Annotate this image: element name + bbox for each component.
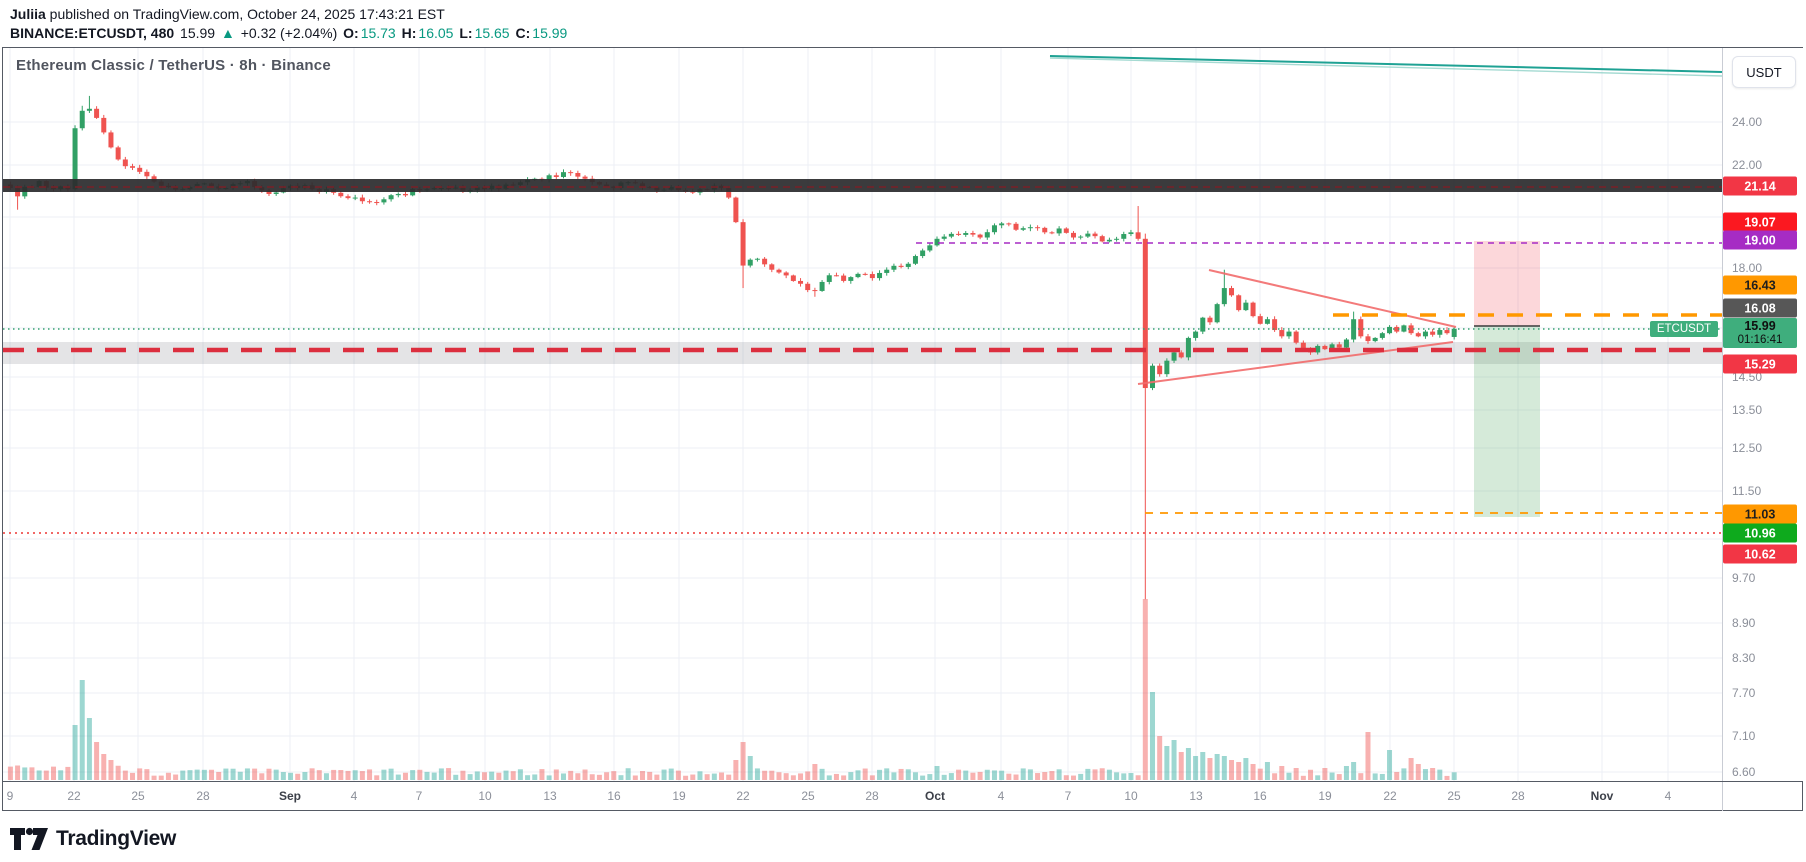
price-tick-label: 14.50 xyxy=(1732,370,1763,384)
time-tick-label: 4 xyxy=(997,789,1005,803)
low-label: L: xyxy=(459,25,473,41)
symbol-info-line: BINANCE:ETCUSDT, 480 15.99 ▲ +0.32 (+2.0… xyxy=(10,25,569,41)
time-tick-label: 25 xyxy=(1447,789,1461,803)
time-tick-label: 7 xyxy=(415,789,423,803)
tradingview-mark-icon xyxy=(10,827,48,850)
price-tick-label: 7.10 xyxy=(1732,729,1756,743)
open-value: 15.73 xyxy=(360,25,396,41)
price-tick-label: 12.50 xyxy=(1732,441,1763,455)
price-tick-label: 6.60 xyxy=(1732,765,1756,779)
chart-title: Ethereum Classic / TetherUS · 8h · Binan… xyxy=(16,57,331,74)
series-label-pill: ETCUSDT xyxy=(1650,321,1718,337)
price-level-badge: 16.08 xyxy=(1723,298,1797,318)
time-tick-label: 28 xyxy=(196,789,210,803)
time-tick-label: 9 xyxy=(6,789,14,803)
volume-bars xyxy=(7,599,1457,780)
price-tick-label: 13.50 xyxy=(1732,403,1763,417)
price-level-badge: 19.00 xyxy=(1723,230,1797,250)
price-level-badge: 10.96 xyxy=(1723,523,1797,543)
level-lines xyxy=(3,242,1722,534)
time-tick-label: 13 xyxy=(543,789,557,803)
price-tick-label: 7.70 xyxy=(1732,686,1756,700)
price-level-badge: 16.43 xyxy=(1723,275,1797,295)
chart-background xyxy=(3,48,1722,781)
publish-info-line: Juliia published on TradingView.com, Oct… xyxy=(10,6,445,22)
price-scale-separator xyxy=(1722,48,1723,811)
high-value: 16.05 xyxy=(418,25,454,41)
time-tick-label: 10 xyxy=(478,789,492,803)
short-position-tool xyxy=(1474,241,1540,517)
time-tick-month-label: Oct xyxy=(924,789,946,803)
descending-trendline xyxy=(1049,55,1723,77)
price-tick-label: 11.50 xyxy=(1732,484,1762,498)
price-scale[interactable] xyxy=(1723,48,1803,781)
price-tick-label: 24.00 xyxy=(1732,115,1763,129)
price-tick-label: 22.00 xyxy=(1732,158,1763,172)
time-tick-label: 10 xyxy=(1124,789,1138,803)
time-tick-label: 25 xyxy=(801,789,815,803)
currency-toggle-button[interactable]: USDT xyxy=(1732,56,1796,88)
time-tick-label: 16 xyxy=(607,789,621,803)
time-tick-label: 13 xyxy=(1189,789,1203,803)
time-tick-label: 28 xyxy=(865,789,879,803)
price-level-badge: 15.29 xyxy=(1723,354,1797,374)
time-scale[interactable] xyxy=(0,781,1806,811)
low-value: 15.65 xyxy=(474,25,510,41)
price-tick-label: 8.90 xyxy=(1732,616,1756,630)
time-tick-label: 19 xyxy=(1318,789,1332,803)
open-label: O: xyxy=(343,25,359,41)
price-change: +0.32 (+2.04%) xyxy=(240,25,338,41)
price-level-badge: 10.62 xyxy=(1723,544,1797,564)
time-axis-separator xyxy=(2,781,1803,782)
time-tick-month-label: Sep xyxy=(278,789,302,803)
price-level-badge: 19.07 xyxy=(1723,212,1797,232)
close-label: C: xyxy=(515,25,531,41)
up-triangle-icon: ▲ xyxy=(220,25,235,41)
grid-lines xyxy=(3,48,1722,781)
time-tick-label: 19 xyxy=(672,789,686,803)
last-price: 15.99 xyxy=(180,25,216,41)
high-label: H: xyxy=(401,25,417,41)
time-tick-month-label: Nov xyxy=(1590,789,1614,803)
time-tick-label: 16 xyxy=(1253,789,1267,803)
time-tick-label: 22 xyxy=(67,789,81,803)
tradingview-logo[interactable]: TradingView xyxy=(10,827,176,851)
tradingview-wordmark: TradingView xyxy=(56,827,177,850)
time-tick-label: 7 xyxy=(1064,789,1072,803)
time-tick-label: 22 xyxy=(1383,789,1397,803)
time-tick-label: 25 xyxy=(131,789,145,803)
gray-support-zone xyxy=(3,342,1722,364)
resistance-band-21-14 xyxy=(3,179,1722,192)
time-tick-label: 22 xyxy=(736,789,750,803)
author-name: Juliia xyxy=(10,6,46,22)
close-value: 15.99 xyxy=(532,25,568,41)
price-tick-label: 18.00 xyxy=(1732,261,1763,275)
price-level-badge: 11.03 xyxy=(1723,504,1797,524)
symbol-name: BINANCE:ETCUSDT, 480 xyxy=(10,25,175,41)
price-tick-label: 9.70 xyxy=(1732,571,1756,585)
time-tick-label: 28 xyxy=(1511,789,1525,803)
time-tick-label: 4 xyxy=(1664,789,1672,803)
current-price-badge: 15.99 01:16:41 xyxy=(1723,318,1797,348)
bar-countdown: 01:16:41 xyxy=(1737,334,1783,346)
publish-text: published on TradingView.com, October 24… xyxy=(45,6,445,22)
time-tick-label: 4 xyxy=(350,789,358,803)
price-level-badge: 21.14 xyxy=(1723,176,1797,196)
price-tick-label: 8.30 xyxy=(1732,651,1756,665)
